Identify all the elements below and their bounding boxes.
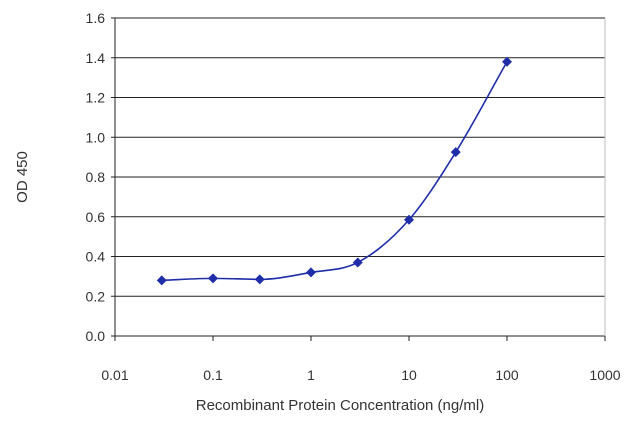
y-tick-labels: 0.0 0.2 0.4 0.6 0.8 1.0 1.2 1.4 1.6	[86, 10, 106, 344]
y-tick-label: 0.2	[86, 288, 106, 304]
x-tick-label: 1	[307, 367, 315, 383]
y-tick-label: 0.4	[86, 249, 106, 265]
data-point	[404, 214, 414, 225]
y-tick-label: 0.0	[86, 328, 106, 344]
data-point	[208, 273, 218, 284]
plot-area: 0.0 0.2 0.4 0.6 0.8 1.0 1.2 1.4 1.6 0.01 0.1 1 10 10…	[86, 10, 621, 383]
axes	[111, 17, 606, 341]
data-point	[306, 267, 316, 278]
y-tick-label: 1.0	[86, 129, 106, 145]
data-point	[254, 274, 265, 285]
y-tick-label: 1.2	[86, 90, 106, 106]
y-tick-label: 1.6	[86, 10, 106, 26]
data-point	[450, 147, 461, 158]
data-point	[156, 275, 167, 286]
gridlines	[115, 17, 605, 297]
x-tick-label: 10	[401, 367, 417, 383]
x-tick-label: 100	[495, 367, 519, 383]
x-axis-label: Recombinant Protein Concentration (ng/ml…	[196, 397, 484, 414]
y-tick-label: 0.8	[86, 169, 106, 185]
x-tick-label: 0.01	[101, 367, 128, 383]
data-point	[502, 56, 512, 67]
x-tick-labels: 0.01 0.1 1 10 100 1000	[101, 367, 620, 383]
y-tick-label: 1.4	[86, 50, 106, 66]
y-axis-label: OD 450	[14, 151, 31, 203]
y-tick-label: 0.6	[86, 209, 106, 225]
x-tick-label: 1000	[589, 367, 620, 383]
x-tick-label: 0.1	[203, 367, 223, 383]
data-point	[352, 257, 363, 268]
data-points	[156, 56, 512, 286]
